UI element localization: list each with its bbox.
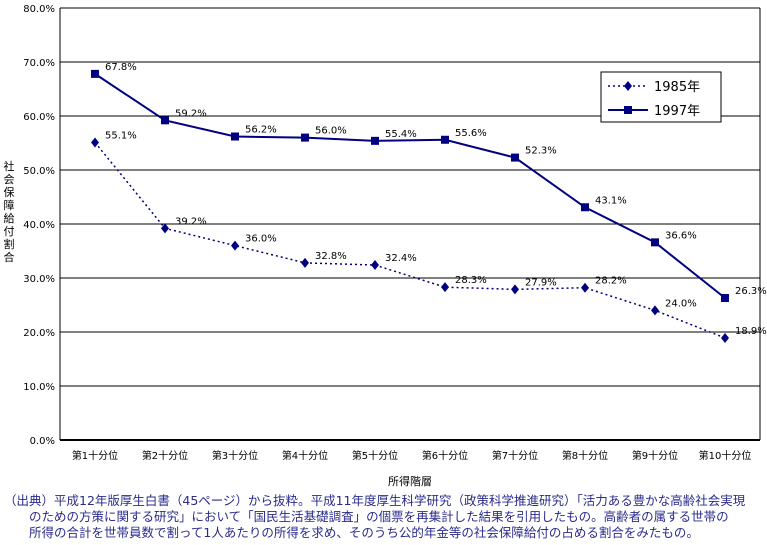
note-line: （出典）平成12年版厚生白書（45ページ）から抜粋。平成11年度厚生科学研究（政… [4,493,746,508]
legend [600,71,722,123]
data-label: 55.1% [105,130,137,141]
data-label: 67.8% [105,62,137,73]
diamond-marker [91,137,99,148]
data-label: 18.9% [735,326,767,337]
data-label: 28.3% [455,275,487,286]
note-line: 所得の合計を世帯員数で割って1人あたりの所得を求め、そのうち公的年金等の社会保障… [4,525,699,540]
data-label: 43.1% [595,195,627,206]
data-label: 56.2% [245,125,277,136]
diamond-marker [301,257,309,268]
data-label: 36.6% [665,230,697,241]
data-label: 39.2% [175,216,207,227]
legend-label: 1985年 [654,80,700,95]
x-tick-label: 第8十分位 [562,449,608,462]
square-marker [441,135,449,144]
x-axis-label: 所得階層 [388,474,432,488]
square-marker [721,293,729,302]
y-tick-label: 70.0% [23,58,55,69]
diamond-marker [624,81,632,91]
data-label: 28.2% [595,276,627,287]
data-label: 52.3% [525,146,557,157]
data-label: 56.0% [315,126,347,137]
diamond-marker [441,282,449,293]
x-tick-label: 第2十分位 [142,449,188,462]
square-marker [581,203,589,212]
square-marker [91,69,99,78]
y-tick-label: 50.0% [23,166,55,177]
diamond-marker [511,284,519,295]
y-tick-label: 10.0% [23,382,55,393]
x-tick-label: 第7十分位 [492,449,538,462]
data-label: 32.4% [385,253,417,264]
source-note: （出典）平成12年版厚生白書（45ページ）から抜粋。平成11年度厚生科学研究（政… [4,493,766,541]
diamond-marker [581,282,589,293]
square-marker [161,116,169,125]
data-label: 59.2% [175,108,207,119]
square-marker [231,132,239,141]
data-label: 26.3% [735,286,767,297]
y-tick-label: 60.0% [23,112,55,123]
y-axis-label: 社会保障給付割合 [3,160,15,264]
note-line: のための方策に関する研究」において「国民生活基礎調査」の個票を再集計した結果を引… [4,509,729,524]
diamond-marker [231,240,239,251]
square-marker [624,106,632,114]
legend-label: 1997年 [654,104,700,119]
y-tick-label: 0.0% [30,436,55,447]
data-label: 27.9% [525,277,557,288]
y-tick-label: 30.0% [23,274,55,285]
y-tick-label: 40.0% [23,220,55,231]
square-marker [301,133,309,142]
x-tick-label: 第4十分位 [282,449,328,462]
square-marker [511,153,519,162]
square-marker [651,238,659,247]
data-label: 55.4% [385,129,417,140]
diamond-marker [651,305,659,316]
y-tick-label: 20.0% [23,328,55,339]
x-tick-label: 第3十分位 [212,449,258,462]
data-label: 32.8% [315,251,347,262]
data-label: 24.0% [665,298,697,309]
y-tick-label: 80.0% [23,4,55,15]
diamond-marker [371,260,379,271]
data-label: 36.0% [245,234,277,245]
x-tick-label: 第5十分位 [352,449,398,462]
x-tick-label: 第1十分位 [72,449,118,462]
x-tick-label: 第10十分位 [699,449,752,462]
diamond-marker [161,223,169,234]
chart-svg: 0.0% 10.0% 20.0% 30.0% 40.0% 50.0% 60.0% 70.0% 8… [23,4,767,488]
diamond-marker [721,332,729,343]
series-line-1997年 [94,73,726,299]
x-tick-label: 第9十分位 [632,449,678,462]
x-tick-label: 第6十分位 [422,449,468,462]
series-line-1985年 [94,141,726,339]
square-marker [371,136,379,145]
data-label: 55.6% [455,128,487,139]
